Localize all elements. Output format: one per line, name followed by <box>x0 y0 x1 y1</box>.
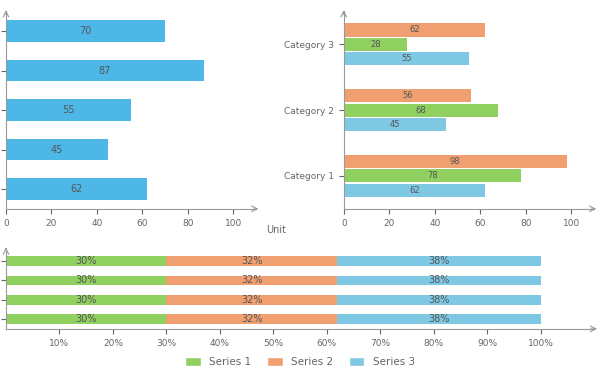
Bar <box>6 178 147 200</box>
Text: 68: 68 <box>416 105 427 115</box>
Bar <box>6 276 166 285</box>
Bar <box>344 184 485 197</box>
Text: 87: 87 <box>99 66 111 76</box>
Text: 38%: 38% <box>428 295 449 305</box>
Text: 38%: 38% <box>428 314 449 324</box>
Bar <box>6 256 166 266</box>
Text: 45: 45 <box>390 120 400 129</box>
Text: 45: 45 <box>51 144 64 155</box>
Bar <box>344 155 567 168</box>
Text: 78: 78 <box>427 171 438 180</box>
Bar <box>344 52 469 65</box>
Bar <box>337 276 541 285</box>
Text: 55: 55 <box>62 105 75 115</box>
Text: 70: 70 <box>79 26 92 36</box>
X-axis label: Unit: Unit <box>266 225 286 235</box>
Text: 55: 55 <box>401 54 412 63</box>
Text: 62: 62 <box>409 25 419 34</box>
Bar <box>344 89 471 102</box>
Text: 38%: 38% <box>428 276 449 285</box>
Bar <box>6 99 131 121</box>
Bar <box>166 276 337 285</box>
Bar <box>6 60 204 81</box>
Text: 98: 98 <box>450 157 461 166</box>
Bar <box>337 295 541 305</box>
Text: 32%: 32% <box>241 276 263 285</box>
Bar <box>6 139 109 160</box>
Bar <box>344 104 499 117</box>
Bar <box>6 314 166 324</box>
Text: 30%: 30% <box>76 256 97 266</box>
Text: 30%: 30% <box>76 276 97 285</box>
Text: 28: 28 <box>370 40 381 49</box>
Text: 62: 62 <box>70 184 83 194</box>
Bar <box>166 314 337 324</box>
Text: 32%: 32% <box>241 295 263 305</box>
Bar <box>344 23 485 37</box>
Text: 30%: 30% <box>76 295 97 305</box>
Bar <box>6 295 166 305</box>
Bar <box>337 256 541 266</box>
Bar <box>344 38 407 51</box>
Bar <box>344 169 521 183</box>
Bar <box>337 314 541 324</box>
Text: 62: 62 <box>409 186 419 195</box>
Text: 32%: 32% <box>241 256 263 266</box>
Bar <box>166 295 337 305</box>
Bar <box>166 256 337 266</box>
Text: 56: 56 <box>402 91 413 100</box>
Text: 32%: 32% <box>241 314 263 324</box>
Legend: Series 1, Series 2, Series 3: Series 1, Series 2, Series 3 <box>181 352 419 371</box>
Bar <box>6 20 165 42</box>
Bar <box>344 118 446 131</box>
Text: 30%: 30% <box>76 314 97 324</box>
Text: 38%: 38% <box>428 256 449 266</box>
